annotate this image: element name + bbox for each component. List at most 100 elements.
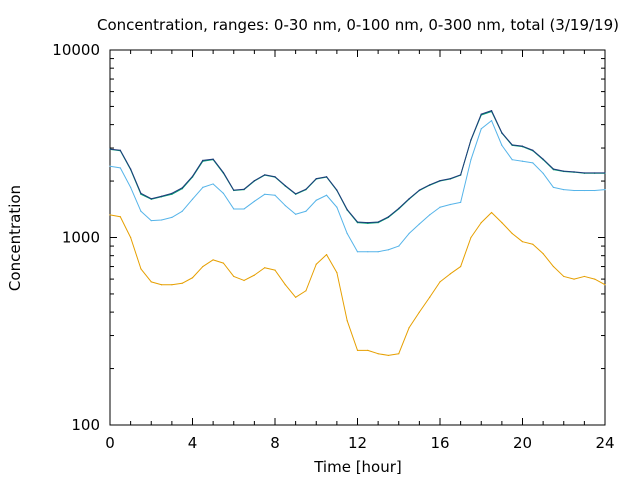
data-point bbox=[171, 284, 173, 286]
data-point bbox=[490, 110, 493, 112]
data-point bbox=[563, 170, 565, 172]
data-point bbox=[243, 208, 245, 210]
data-point bbox=[305, 210, 307, 212]
data-point bbox=[284, 204, 286, 207]
data-point bbox=[253, 274, 255, 276]
x-tick-label: 12 bbox=[348, 434, 367, 452]
data-point bbox=[387, 354, 390, 357]
data-point bbox=[243, 188, 245, 190]
data-point bbox=[109, 214, 111, 216]
data-point bbox=[480, 128, 482, 130]
data-point bbox=[295, 296, 297, 298]
data-point bbox=[222, 262, 225, 264]
data-point bbox=[140, 192, 142, 194]
data-point bbox=[460, 201, 462, 203]
data-point bbox=[346, 320, 348, 322]
data-point bbox=[181, 210, 183, 212]
data-point bbox=[552, 168, 555, 170]
data-point bbox=[511, 159, 513, 161]
data-point bbox=[542, 172, 544, 174]
data-point bbox=[418, 311, 420, 313]
series-line-0 bbox=[109, 211, 606, 356]
plot-frame bbox=[109, 49, 606, 426]
series-0 bbox=[109, 211, 606, 357]
x-tick-label: 24 bbox=[595, 434, 614, 452]
data-point bbox=[573, 278, 575, 280]
series-line-2 bbox=[109, 110, 605, 224]
data-point bbox=[501, 132, 503, 134]
data-point bbox=[325, 194, 328, 196]
data-point bbox=[336, 189, 338, 191]
x-tick-label: 16 bbox=[430, 434, 449, 452]
data-point bbox=[439, 180, 441, 182]
data-point bbox=[594, 172, 596, 174]
data-point bbox=[305, 290, 307, 292]
data-point bbox=[346, 232, 348, 235]
data-point bbox=[480, 222, 482, 224]
data-point bbox=[367, 222, 369, 224]
data-point bbox=[398, 245, 400, 247]
data-point bbox=[109, 165, 111, 167]
data-point bbox=[222, 192, 225, 194]
data-point bbox=[532, 149, 534, 151]
data-point bbox=[264, 267, 266, 269]
data-point bbox=[449, 273, 451, 275]
data-point bbox=[264, 174, 266, 176]
data-point bbox=[130, 186, 132, 189]
data-point bbox=[604, 172, 606, 174]
data-point bbox=[346, 208, 348, 211]
data-point bbox=[439, 281, 441, 283]
data-point bbox=[490, 120, 493, 122]
data-point bbox=[377, 353, 379, 355]
y-tick-label: 10000 bbox=[52, 41, 100, 59]
data-point bbox=[130, 236, 132, 239]
data-point bbox=[284, 185, 286, 187]
data-point bbox=[542, 158, 544, 160]
data-point bbox=[460, 174, 462, 176]
series-1 bbox=[109, 120, 606, 253]
x-tick-label: 8 bbox=[270, 434, 280, 452]
data-point bbox=[274, 176, 276, 178]
data-point bbox=[480, 113, 482, 115]
data-point bbox=[253, 200, 255, 202]
data-point bbox=[212, 158, 214, 160]
data-point bbox=[181, 282, 183, 284]
data-point bbox=[367, 251, 369, 253]
series-2 bbox=[109, 110, 606, 224]
data-point bbox=[140, 210, 142, 212]
data-point bbox=[325, 176, 328, 178]
data-point bbox=[140, 268, 142, 270]
y-tick-label: 1000 bbox=[62, 229, 100, 247]
data-point bbox=[552, 186, 555, 189]
data-point bbox=[470, 159, 472, 161]
data-point bbox=[233, 275, 235, 278]
data-point bbox=[387, 216, 390, 218]
data-point bbox=[284, 284, 286, 286]
data-point bbox=[511, 232, 513, 235]
data-point bbox=[171, 193, 173, 195]
data-point bbox=[501, 144, 503, 146]
data-point bbox=[264, 193, 266, 195]
data-point bbox=[429, 296, 431, 298]
data-point bbox=[356, 251, 359, 253]
data-point bbox=[594, 278, 596, 280]
data-point bbox=[295, 193, 297, 195]
data-point bbox=[202, 159, 204, 161]
data-point bbox=[191, 198, 194, 200]
data-point bbox=[202, 265, 204, 268]
data-point bbox=[160, 284, 163, 286]
data-point bbox=[490, 211, 493, 214]
data-point bbox=[398, 207, 400, 209]
data-point bbox=[429, 214, 431, 216]
x-tick-label: 4 bbox=[188, 434, 198, 452]
data-point bbox=[563, 189, 565, 191]
data-point bbox=[573, 189, 575, 192]
data-point bbox=[377, 251, 379, 253]
data-point bbox=[356, 349, 359, 351]
data-point bbox=[367, 349, 369, 351]
data-point bbox=[243, 279, 245, 282]
data-point bbox=[604, 189, 606, 191]
data-point bbox=[119, 149, 121, 151]
data-point bbox=[563, 275, 565, 278]
